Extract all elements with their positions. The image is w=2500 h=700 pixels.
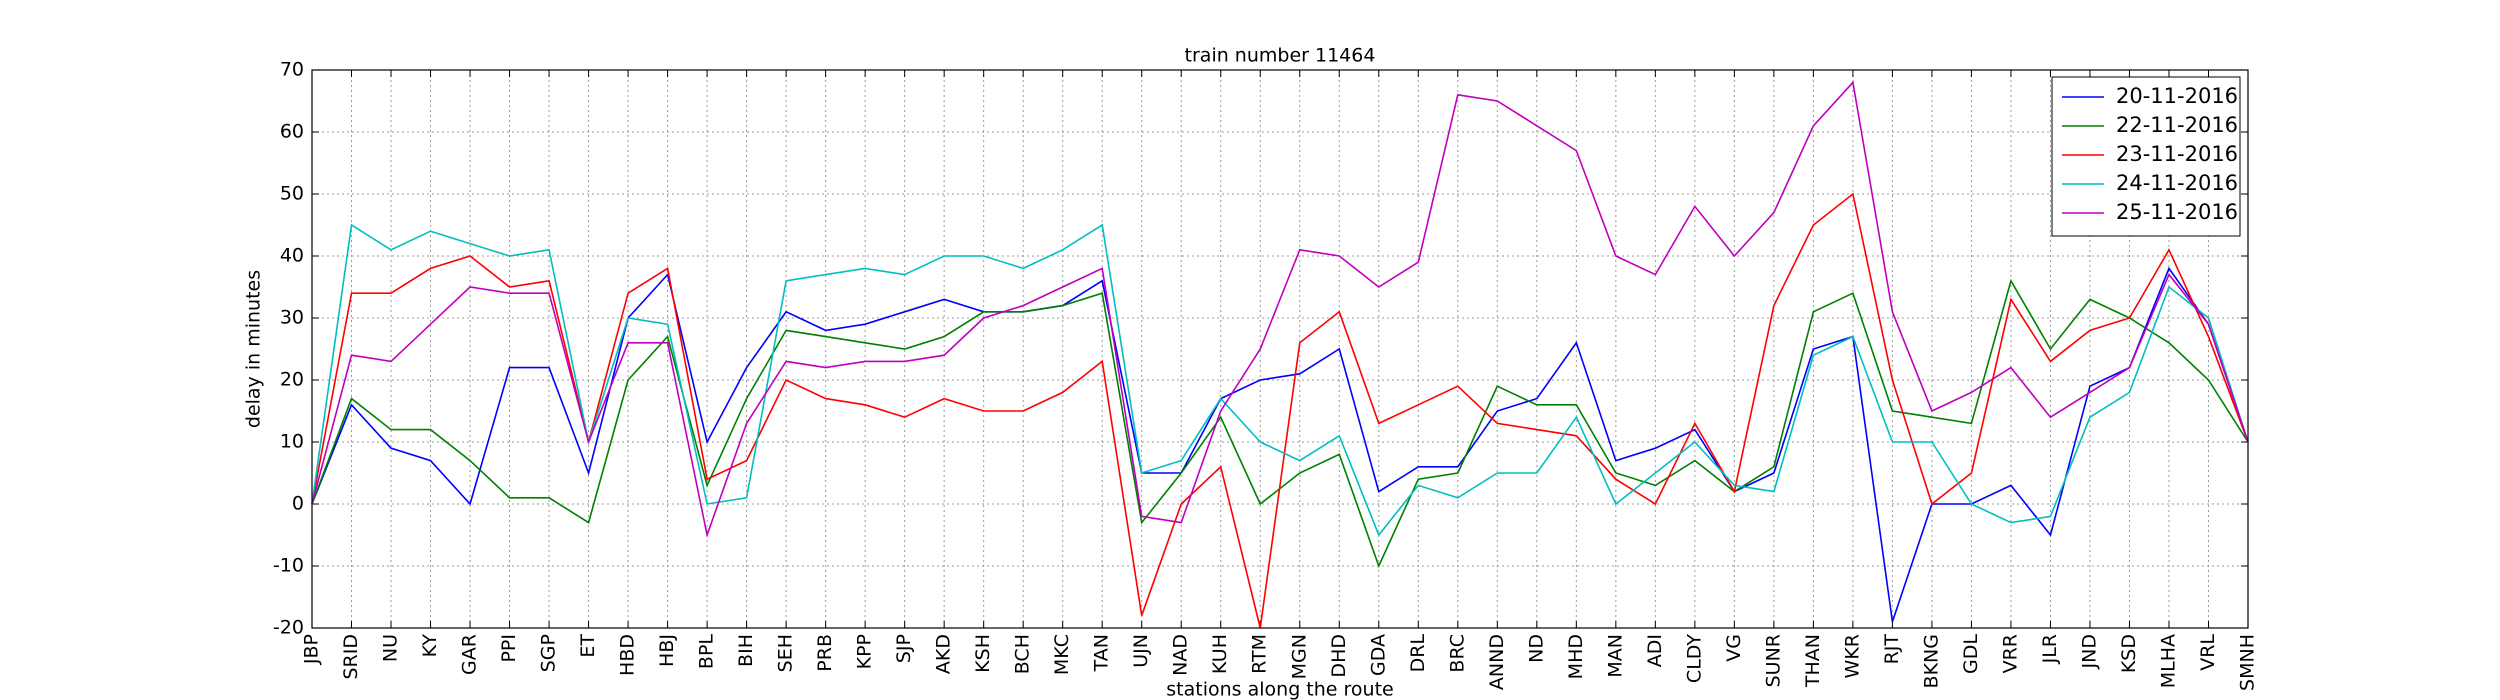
data-line [311, 80, 2249, 538]
y-tick-label: 10 [280, 431, 304, 453]
x-tick-label: GDA [1367, 634, 1389, 676]
x-tick-label: WKR [1841, 634, 1863, 678]
x-tick-label: MAN [1604, 634, 1626, 678]
x-tick-label: ANND [1486, 634, 1508, 690]
x-tick-label: BPL [696, 634, 718, 669]
x-tick-label: UJN [1130, 634, 1152, 668]
x-tick-label: KSD [2118, 634, 2140, 673]
x-tick-label: MHD [1565, 634, 1587, 679]
y-tick-label: 20 [280, 369, 304, 391]
x-tick-label: NU [380, 634, 402, 662]
x-tick-label: VG [1723, 634, 1745, 662]
x-tick-label: VRL [2197, 634, 2219, 671]
x-tick-label: SEH [775, 634, 797, 672]
chart-title: train number 11464 [1185, 45, 1376, 67]
x-tick-label: GDL [1960, 634, 1982, 674]
x-tick-label: VRR [1999, 634, 2021, 673]
legend-box [2051, 76, 2241, 237]
x-tick-label: PPI [498, 634, 520, 663]
x-tick-label: KSH [972, 634, 994, 673]
x-tick-label: ET [577, 634, 599, 658]
x-tick-label: KUH [1209, 634, 1231, 674]
x-tick-label: MKC [1051, 634, 1073, 675]
x-tick-label: THAN [1802, 634, 1824, 688]
x-tick-label: GAR [459, 634, 481, 675]
x-tick-label: RJT [1881, 634, 1903, 665]
data-line [311, 192, 2249, 629]
legend-label: 22-11-2016 [2116, 113, 2238, 137]
legend-label: 25-11-2016 [2116, 200, 2238, 224]
x-axis-label: stations along the route [1166, 679, 1393, 700]
y-tick-label: 0 [292, 493, 304, 515]
x-tick-label: CLDY [1683, 634, 1705, 683]
x-tick-label: SGP [538, 634, 560, 672]
x-tick-label: TAN [1091, 634, 1113, 672]
x-tick-label: HBD [617, 634, 639, 676]
x-tick-label: PRB [814, 634, 836, 672]
x-tick-label: ND [1525, 634, 1547, 663]
legend-label: 20-11-2016 [2116, 84, 2238, 108]
y-tick-label: 70 [280, 59, 304, 81]
x-tick-label: KPP [854, 634, 876, 669]
x-tick-label: MGN [1288, 634, 1310, 679]
x-tick-label: HBJ [656, 634, 678, 667]
y-axis-label: delay in minutes [243, 270, 265, 428]
x-tick-label: ADI [1644, 634, 1666, 667]
y-tick-label: -20 [273, 617, 304, 639]
x-tick-label: SJP [893, 634, 915, 663]
x-tick-label: DHD [1328, 634, 1350, 678]
data-line [311, 278, 2249, 569]
x-tick-label: JBP [301, 634, 323, 665]
y-tick-label: 30 [280, 307, 304, 329]
data-line [311, 223, 2249, 537]
y-tick-label: 60 [280, 121, 304, 143]
x-tick-label: BKNG [1920, 634, 1942, 688]
y-tick-label: 40 [280, 245, 304, 267]
x-tick-label: SUNR [1762, 634, 1784, 687]
x-tick-label: MLHA [2157, 634, 2179, 688]
x-tick-label: NAD [1170, 634, 1192, 676]
data-line [311, 266, 2249, 623]
x-tick-label: BRC [1446, 634, 1468, 673]
x-tick-label: JND [2078, 634, 2100, 669]
x-tick-label: KY [419, 634, 441, 658]
y-tick-label: 50 [280, 183, 304, 205]
y-tick-label: -10 [273, 555, 304, 577]
x-tick-label: DRL [1407, 634, 1429, 673]
x-tick-label: SRID [340, 634, 362, 680]
x-tick-label: BCH [1012, 634, 1034, 674]
x-tick-label: SMNH [2237, 634, 2259, 691]
x-tick-label: BIH [735, 634, 757, 667]
plot-frame [311, 69, 2249, 629]
legend-label: 23-11-2016 [2116, 142, 2238, 166]
legend-label: 24-11-2016 [2116, 171, 2238, 195]
x-tick-label: RTM [1249, 634, 1271, 674]
x-tick-label: AKD [933, 634, 955, 674]
x-tick-label: JLR [2039, 634, 2061, 664]
